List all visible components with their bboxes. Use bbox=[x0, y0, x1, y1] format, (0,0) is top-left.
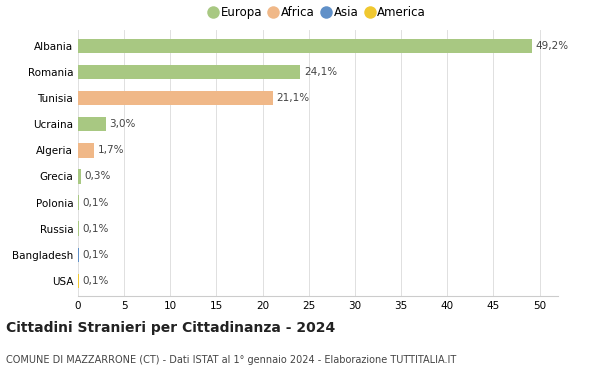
Text: 1,7%: 1,7% bbox=[97, 146, 124, 155]
Legend: Europa, Africa, Asia, America: Europa, Africa, Asia, America bbox=[208, 4, 428, 22]
Text: 0,3%: 0,3% bbox=[85, 171, 111, 181]
Text: Cittadini Stranieri per Cittadinanza - 2024: Cittadini Stranieri per Cittadinanza - 2… bbox=[6, 321, 335, 335]
Text: 0,1%: 0,1% bbox=[83, 276, 109, 286]
Bar bbox=[78, 169, 81, 184]
Text: 0,1%: 0,1% bbox=[83, 250, 109, 260]
Bar bbox=[78, 222, 79, 236]
Text: 0,1%: 0,1% bbox=[83, 223, 109, 234]
Bar bbox=[78, 65, 301, 79]
Bar bbox=[78, 247, 79, 262]
Text: 0,1%: 0,1% bbox=[83, 198, 109, 207]
Bar bbox=[78, 117, 106, 131]
Text: COMUNE DI MAZZARRONE (CT) - Dati ISTAT al 1° gennaio 2024 - Elaborazione TUTTITA: COMUNE DI MAZZARRONE (CT) - Dati ISTAT a… bbox=[6, 355, 456, 365]
Bar bbox=[78, 91, 273, 105]
Bar bbox=[78, 39, 532, 53]
Text: 21,1%: 21,1% bbox=[277, 93, 310, 103]
Bar bbox=[78, 274, 79, 288]
Bar bbox=[78, 195, 79, 210]
Text: 49,2%: 49,2% bbox=[536, 41, 569, 51]
Text: 24,1%: 24,1% bbox=[304, 67, 337, 77]
Text: 3,0%: 3,0% bbox=[109, 119, 136, 129]
Bar bbox=[78, 143, 94, 158]
